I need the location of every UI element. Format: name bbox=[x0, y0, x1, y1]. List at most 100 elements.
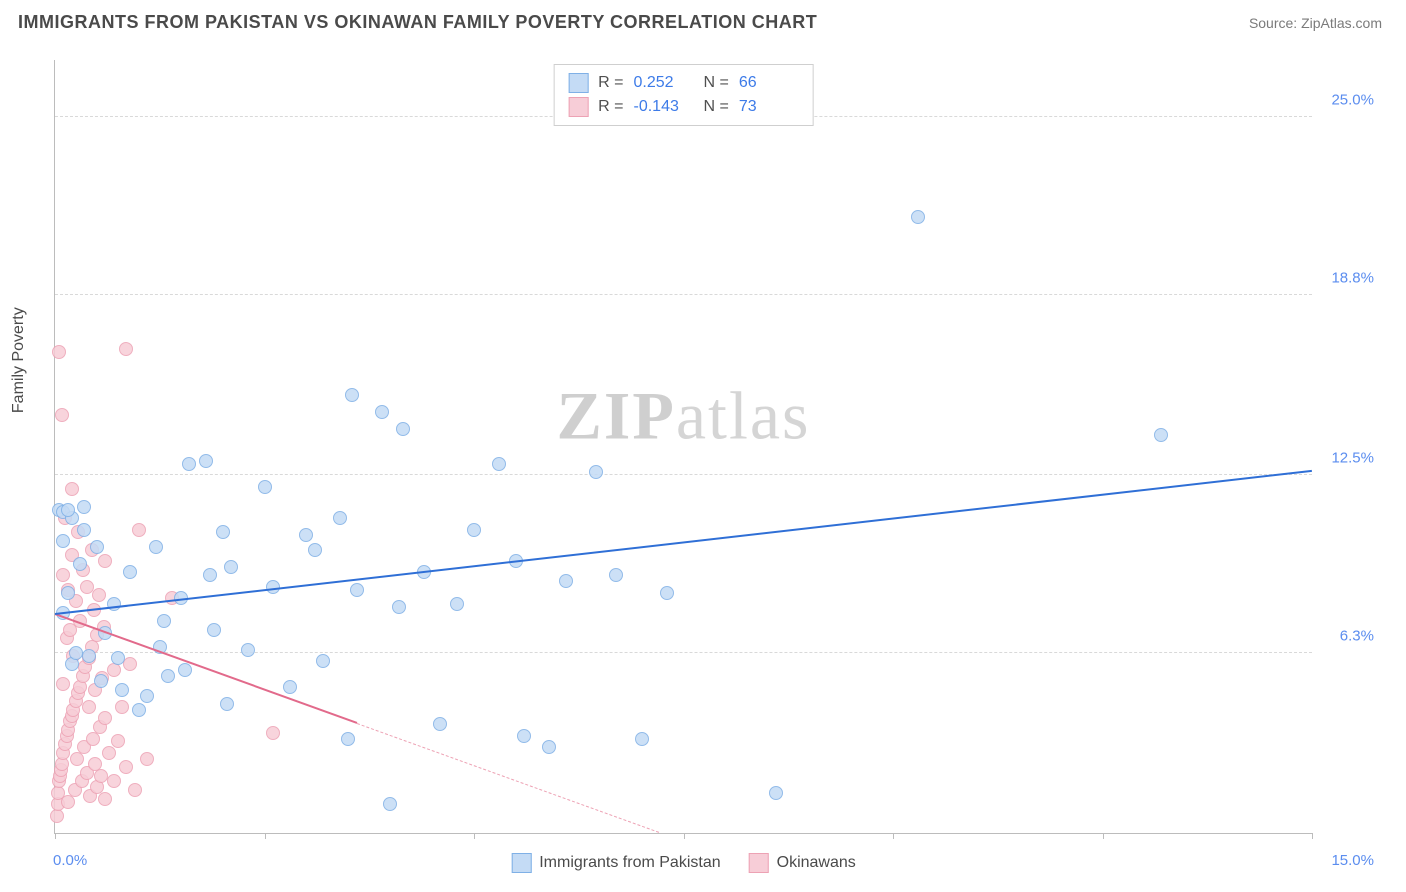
data-point bbox=[375, 405, 389, 419]
y-tick-label: 12.5% bbox=[1331, 450, 1374, 467]
y-tick-label: 6.3% bbox=[1340, 627, 1374, 644]
x-tick bbox=[55, 833, 56, 839]
trend-line bbox=[55, 613, 357, 724]
legend-label: Okinawans bbox=[777, 854, 856, 872]
data-point bbox=[82, 649, 96, 663]
watermark-light: atlas bbox=[676, 377, 811, 453]
legend-item: Okinawans bbox=[749, 853, 856, 873]
data-point bbox=[199, 454, 213, 468]
data-point bbox=[115, 700, 129, 714]
x-tick bbox=[1312, 833, 1313, 839]
data-point bbox=[492, 457, 506, 471]
data-point bbox=[56, 534, 70, 548]
chart-title: IMMIGRANTS FROM PAKISTAN VS OKINAWAN FAM… bbox=[18, 12, 817, 33]
x-tick bbox=[474, 833, 475, 839]
data-point bbox=[77, 500, 91, 514]
data-point bbox=[56, 677, 70, 691]
data-point bbox=[216, 525, 230, 539]
data-point bbox=[660, 586, 674, 600]
data-point bbox=[98, 711, 112, 725]
legend-swatch bbox=[511, 853, 531, 873]
data-point bbox=[241, 643, 255, 657]
legend-row: R = -0.143 N = 73 bbox=[568, 95, 799, 119]
data-point bbox=[224, 560, 238, 574]
source-attribution: Source: ZipAtlas.com bbox=[1249, 15, 1382, 31]
data-point bbox=[341, 732, 355, 746]
x-tick bbox=[1103, 833, 1104, 839]
data-point bbox=[132, 703, 146, 717]
data-point bbox=[635, 732, 649, 746]
gridline bbox=[55, 294, 1312, 295]
legend-swatch bbox=[568, 73, 588, 93]
data-point bbox=[94, 674, 108, 688]
y-tick-label: 25.0% bbox=[1331, 92, 1374, 109]
data-point bbox=[92, 588, 106, 602]
trend-line-extrapolated bbox=[357, 723, 659, 833]
x-tick bbox=[893, 833, 894, 839]
data-point bbox=[123, 657, 137, 671]
data-point bbox=[102, 746, 116, 760]
trend-line bbox=[55, 470, 1312, 615]
data-point bbox=[178, 663, 192, 677]
source-label: Source: bbox=[1249, 15, 1301, 31]
watermark-bold: ZIP bbox=[557, 377, 676, 453]
data-point bbox=[123, 565, 137, 579]
gridline bbox=[55, 474, 1312, 475]
scatter-plot: ZIPatlas R = 0.252 N = 66R = -0.143 N = … bbox=[54, 60, 1312, 834]
data-point bbox=[299, 528, 313, 542]
data-point bbox=[90, 540, 104, 554]
data-point bbox=[542, 740, 556, 754]
legend-r-value: 0.252 bbox=[634, 74, 694, 92]
data-point bbox=[467, 523, 481, 537]
data-point bbox=[82, 700, 96, 714]
data-point bbox=[911, 210, 925, 224]
data-point bbox=[589, 465, 603, 479]
data-point bbox=[115, 683, 129, 697]
x-axis-min-label: 0.0% bbox=[53, 852, 87, 869]
data-point bbox=[119, 760, 133, 774]
data-point bbox=[769, 786, 783, 800]
legend-n-value: 66 bbox=[739, 74, 799, 92]
x-axis-max-label: 15.0% bbox=[1331, 852, 1374, 869]
watermark: ZIPatlas bbox=[557, 376, 811, 455]
data-point bbox=[203, 568, 217, 582]
data-point bbox=[55, 408, 69, 422]
legend-label: Immigrants from Pakistan bbox=[539, 854, 720, 872]
data-point bbox=[266, 726, 280, 740]
series-legend: Immigrants from Pakistan Okinawans bbox=[511, 853, 856, 873]
data-point bbox=[56, 568, 70, 582]
data-point bbox=[61, 503, 75, 517]
data-point bbox=[396, 422, 410, 436]
data-point bbox=[98, 792, 112, 806]
data-point bbox=[182, 457, 196, 471]
data-point bbox=[149, 540, 163, 554]
data-point bbox=[161, 669, 175, 683]
source-value: ZipAtlas.com bbox=[1301, 15, 1382, 31]
data-point bbox=[283, 680, 297, 694]
data-point bbox=[1154, 428, 1168, 442]
data-point bbox=[132, 523, 146, 537]
legend-swatch bbox=[749, 853, 769, 873]
data-point bbox=[517, 729, 531, 743]
data-point bbox=[559, 574, 573, 588]
legend-r-value: -0.143 bbox=[634, 98, 694, 116]
data-point bbox=[450, 597, 464, 611]
data-point bbox=[333, 511, 347, 525]
data-point bbox=[107, 774, 121, 788]
y-axis-label: Family Poverty bbox=[10, 307, 28, 413]
data-point bbox=[73, 557, 87, 571]
data-point bbox=[119, 342, 133, 356]
data-point bbox=[220, 697, 234, 711]
data-point bbox=[258, 480, 272, 494]
legend-r-label: R = bbox=[598, 98, 623, 116]
legend-row: R = 0.252 N = 66 bbox=[568, 71, 799, 95]
data-point bbox=[140, 689, 154, 703]
data-point bbox=[65, 482, 79, 496]
y-tick-label: 18.8% bbox=[1331, 269, 1374, 286]
x-tick bbox=[684, 833, 685, 839]
data-point bbox=[609, 568, 623, 582]
data-point bbox=[383, 797, 397, 811]
legend-n-label: N = bbox=[704, 74, 729, 92]
data-point bbox=[433, 717, 447, 731]
chart-container: Family Poverty ZIPatlas R = 0.252 N = 66… bbox=[18, 50, 1382, 882]
